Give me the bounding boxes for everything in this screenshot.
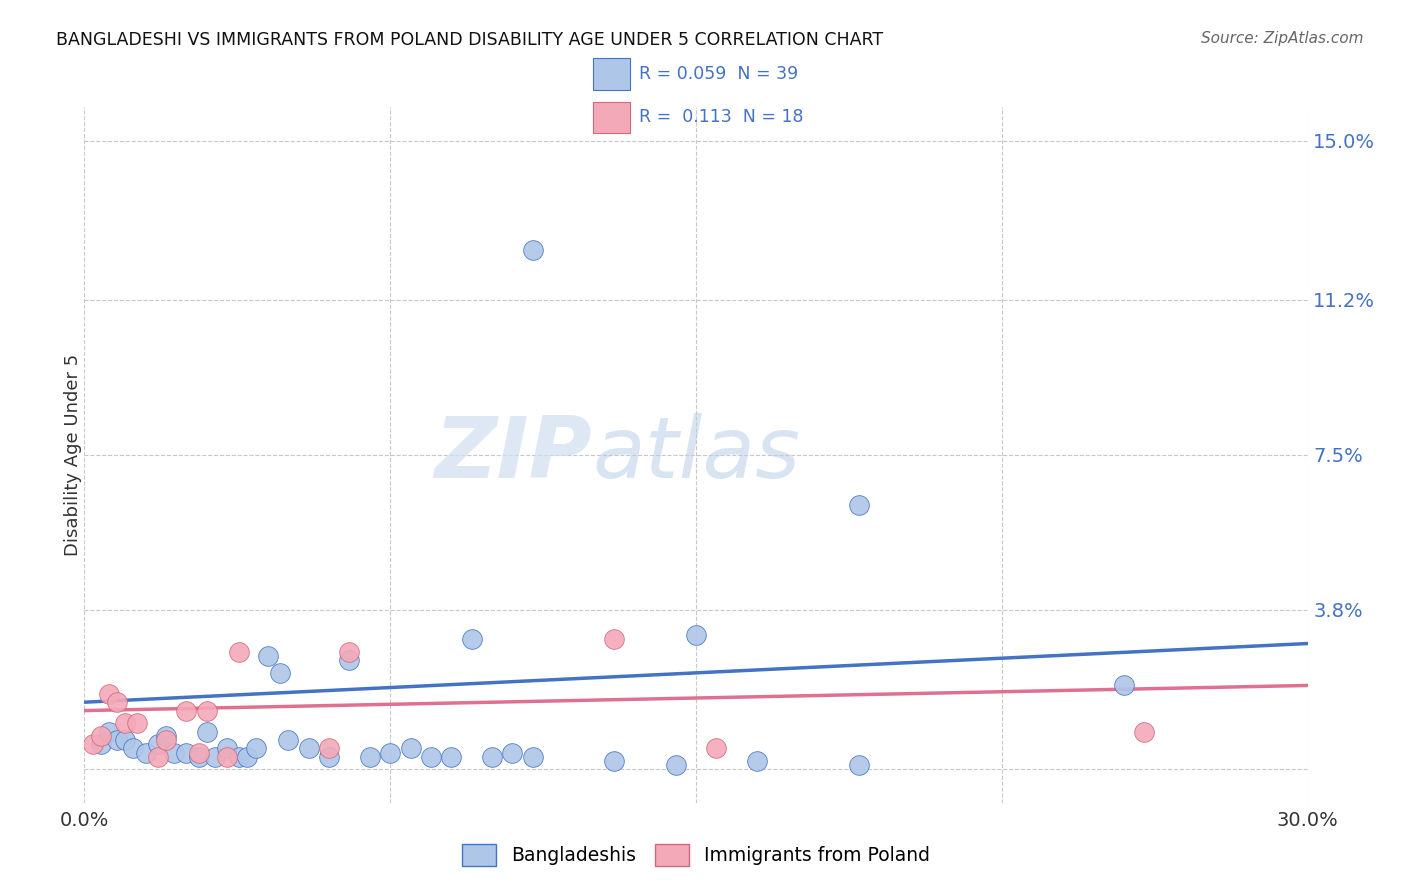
Point: [187, 749, 209, 764]
Point: [339, 653, 361, 667]
Point: [257, 649, 280, 664]
Point: [146, 737, 169, 751]
Point: [97, 687, 120, 701]
Point: [135, 746, 157, 760]
Point: [1114, 678, 1136, 692]
Point: [228, 645, 250, 659]
Point: [502, 746, 524, 760]
Point: [461, 632, 484, 647]
Point: [245, 741, 267, 756]
Point: [195, 704, 218, 718]
Point: [122, 741, 145, 756]
Point: [359, 749, 381, 764]
Point: [127, 716, 149, 731]
Point: [176, 704, 198, 718]
Point: [380, 746, 402, 760]
Text: Source: ZipAtlas.com: Source: ZipAtlas.com: [1201, 31, 1364, 46]
Point: [318, 749, 340, 764]
Point: [114, 733, 136, 747]
Text: R = 0.059  N = 39: R = 0.059 N = 39: [640, 65, 799, 83]
Point: [146, 749, 169, 764]
Point: [105, 733, 128, 747]
Point: [848, 498, 870, 512]
Point: [204, 749, 226, 764]
Point: [90, 737, 112, 751]
Point: [522, 749, 544, 764]
Point: [522, 243, 544, 257]
Point: [195, 724, 218, 739]
Point: [318, 741, 340, 756]
Text: atlas: atlas: [592, 413, 800, 497]
Point: [685, 628, 707, 642]
Text: ZIP: ZIP: [434, 413, 592, 497]
Point: [217, 741, 239, 756]
Bar: [593, 59, 630, 90]
Point: [298, 741, 321, 756]
Point: [1133, 724, 1156, 739]
Legend: Bangladeshis, Immigrants from Poland: Bangladeshis, Immigrants from Poland: [456, 837, 936, 873]
Point: [105, 695, 128, 709]
Point: [269, 665, 291, 680]
Point: [176, 746, 198, 760]
Point: [277, 733, 299, 747]
Point: [228, 749, 250, 764]
Point: [706, 741, 728, 756]
Point: [440, 749, 463, 764]
Text: R =  0.113  N = 18: R = 0.113 N = 18: [640, 109, 804, 127]
Point: [481, 749, 503, 764]
Point: [603, 754, 626, 768]
Point: [420, 749, 443, 764]
Point: [399, 741, 422, 756]
Point: [187, 746, 209, 760]
Y-axis label: Disability Age Under 5: Disability Age Under 5: [65, 354, 82, 556]
Point: [217, 749, 239, 764]
Point: [97, 724, 120, 739]
Point: [90, 729, 112, 743]
Point: [163, 746, 186, 760]
Point: [114, 716, 136, 731]
Point: [603, 632, 626, 647]
Point: [747, 754, 769, 768]
Point: [155, 733, 177, 747]
Bar: [593, 102, 630, 134]
Point: [155, 729, 177, 743]
Point: [665, 758, 688, 772]
Point: [848, 758, 870, 772]
Point: [82, 737, 104, 751]
Text: BANGLADESHI VS IMMIGRANTS FROM POLAND DISABILITY AGE UNDER 5 CORRELATION CHART: BANGLADESHI VS IMMIGRANTS FROM POLAND DI…: [56, 31, 883, 49]
Point: [236, 749, 259, 764]
Point: [339, 645, 361, 659]
